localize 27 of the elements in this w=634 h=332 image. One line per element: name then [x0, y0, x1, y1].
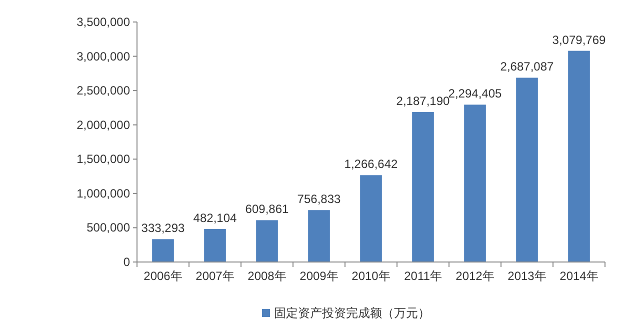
y-tick-label: 1,500,000: [76, 152, 130, 166]
y-tick-label: 3,000,000: [76, 49, 130, 64]
data-label: 609,861: [245, 202, 290, 216]
data-label: 756,833: [297, 192, 342, 206]
y-tick-label: 3,500,000: [76, 15, 130, 29]
legend-label: 固定资产投资完成额（万元）: [274, 306, 430, 320]
data-label: 2,187,190: [396, 94, 450, 108]
x-tick-label: 2009年: [300, 269, 338, 283]
x-tick-label: 2013年: [508, 269, 546, 283]
y-tick-label: 500,000: [86, 220, 130, 235]
x-tick-label: 2010年: [352, 269, 390, 283]
data-label: 482,104: [193, 210, 238, 225]
x-tick-label: 2006年: [144, 269, 182, 283]
y-tick-label: 2,500,000: [76, 84, 130, 98]
data-label: 333,293: [141, 221, 186, 236]
x-tick-label: 2014年: [560, 269, 598, 283]
y-tick-label: 0: [123, 255, 130, 269]
data-label: 2,294,405: [448, 86, 502, 101]
y-tick-label: 2,000,000: [76, 118, 130, 132]
y-tick-label: 1,000,000: [76, 186, 130, 200]
data-label: 2,687,087: [500, 60, 554, 74]
x-tick-label: 2012年: [456, 269, 494, 283]
x-tick-label: 2011年: [404, 269, 442, 283]
data-label: 1,266,642: [344, 157, 398, 172]
x-tick-label: 2007年: [196, 269, 234, 283]
data-label: 3,079,769: [552, 32, 606, 47]
x-tick-label: 2008年: [248, 269, 286, 283]
